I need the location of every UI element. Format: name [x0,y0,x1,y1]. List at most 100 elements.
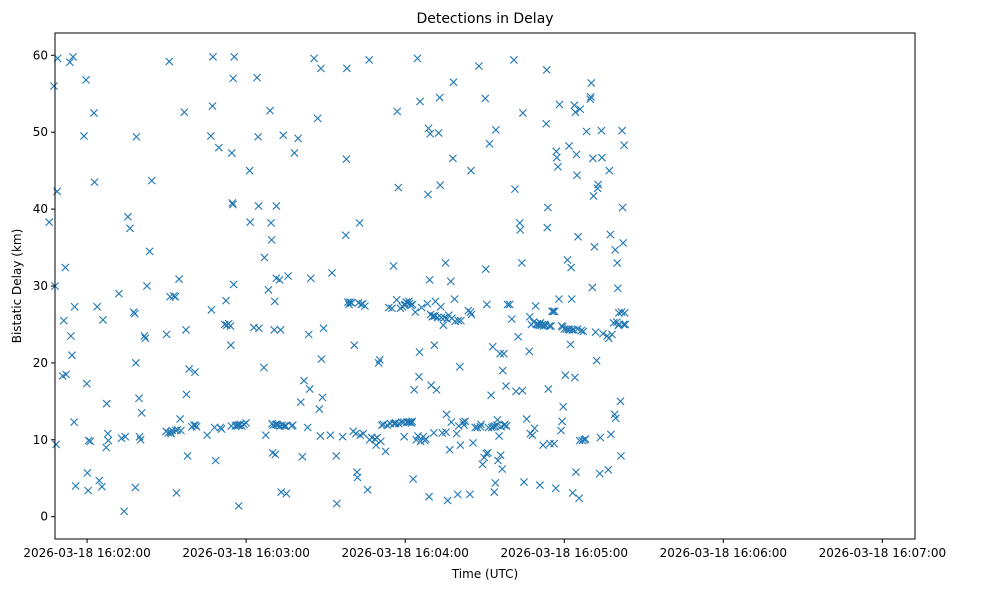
data-point [595,469,604,478]
data-point [315,405,324,414]
data-point [434,128,443,137]
data-point [579,327,588,336]
data-point [89,108,98,117]
data-point [275,275,284,284]
data-point [407,418,416,427]
data-point [433,313,442,322]
data-point [567,295,576,304]
data-point [496,451,505,460]
data-point [79,132,88,141]
data-point [550,439,559,448]
data-point [270,297,279,306]
data-point [211,456,220,465]
data-point [71,481,80,490]
data-point [84,486,93,495]
data-point [425,492,434,501]
data-point [605,166,614,175]
data-point [514,332,523,341]
data-point [318,393,327,402]
data-point [266,106,274,115]
data-point [606,430,615,439]
data-point [613,284,622,293]
data-point [384,303,393,312]
x-tick-label: 2026-03-18 16:02:00 [23,546,150,560]
data-point [135,394,144,403]
data-point [512,387,521,396]
data-point [515,218,524,227]
data-point [316,431,325,440]
data-point [171,292,180,301]
data-point [577,326,586,335]
data-point [102,443,111,452]
data-point [272,202,281,211]
data-point [381,447,390,456]
data-point [229,280,238,289]
data-point [242,418,251,427]
data-point [466,166,475,175]
data-point [143,282,151,290]
data-point [345,300,353,309]
data-point [596,433,605,442]
data-point [490,421,499,430]
data-point [567,263,576,272]
data-point [432,385,441,394]
data-point [416,97,425,106]
data-point [436,302,445,311]
data-point [147,176,156,185]
data-point [165,57,174,66]
x-axis-label: Time (UTC) [451,567,518,581]
data-point [189,421,198,430]
data-point [548,307,557,316]
data-point [376,437,385,446]
data-point [389,262,398,270]
data-point [264,285,273,294]
data-point [254,324,263,333]
data-point [326,431,335,440]
data-point [408,417,417,426]
data-point [276,325,285,334]
data-point [587,78,596,87]
data-point [49,82,58,91]
data-point [528,431,537,440]
data-point [185,365,194,374]
data-point [487,391,496,400]
data-point [545,321,554,330]
data-point [271,450,280,459]
data-point [277,488,286,497]
data-point [98,315,107,324]
data-point [405,418,414,427]
data-point [491,478,500,487]
data-point [604,465,613,474]
data-point [480,453,489,462]
data-point [342,155,351,164]
data-point [620,141,629,150]
data-point [554,295,563,304]
data-point [588,154,597,163]
data-point [494,456,502,465]
data-point [408,300,417,309]
y-tick-label: 10 [33,433,48,447]
data-point [558,417,567,426]
data-point [208,102,217,111]
y-axis-ticks: 0 10 20 30 40 50 60 [33,48,55,524]
data-point [176,426,185,435]
data-point [181,325,190,334]
data-point [565,142,574,151]
data-point [446,277,455,286]
data-point [550,307,559,316]
data-point [190,368,199,377]
data-point [279,131,288,140]
data-point [619,238,628,247]
data-point [429,312,438,320]
data-point [442,410,451,419]
data-point [588,283,597,292]
data-point [474,62,483,71]
data-point [226,341,235,350]
data-point [518,386,527,395]
data-point [570,101,579,110]
data-point [355,218,364,227]
data-point [102,399,111,408]
data-point [501,381,510,390]
data-point [82,75,91,84]
data-point [104,436,113,445]
